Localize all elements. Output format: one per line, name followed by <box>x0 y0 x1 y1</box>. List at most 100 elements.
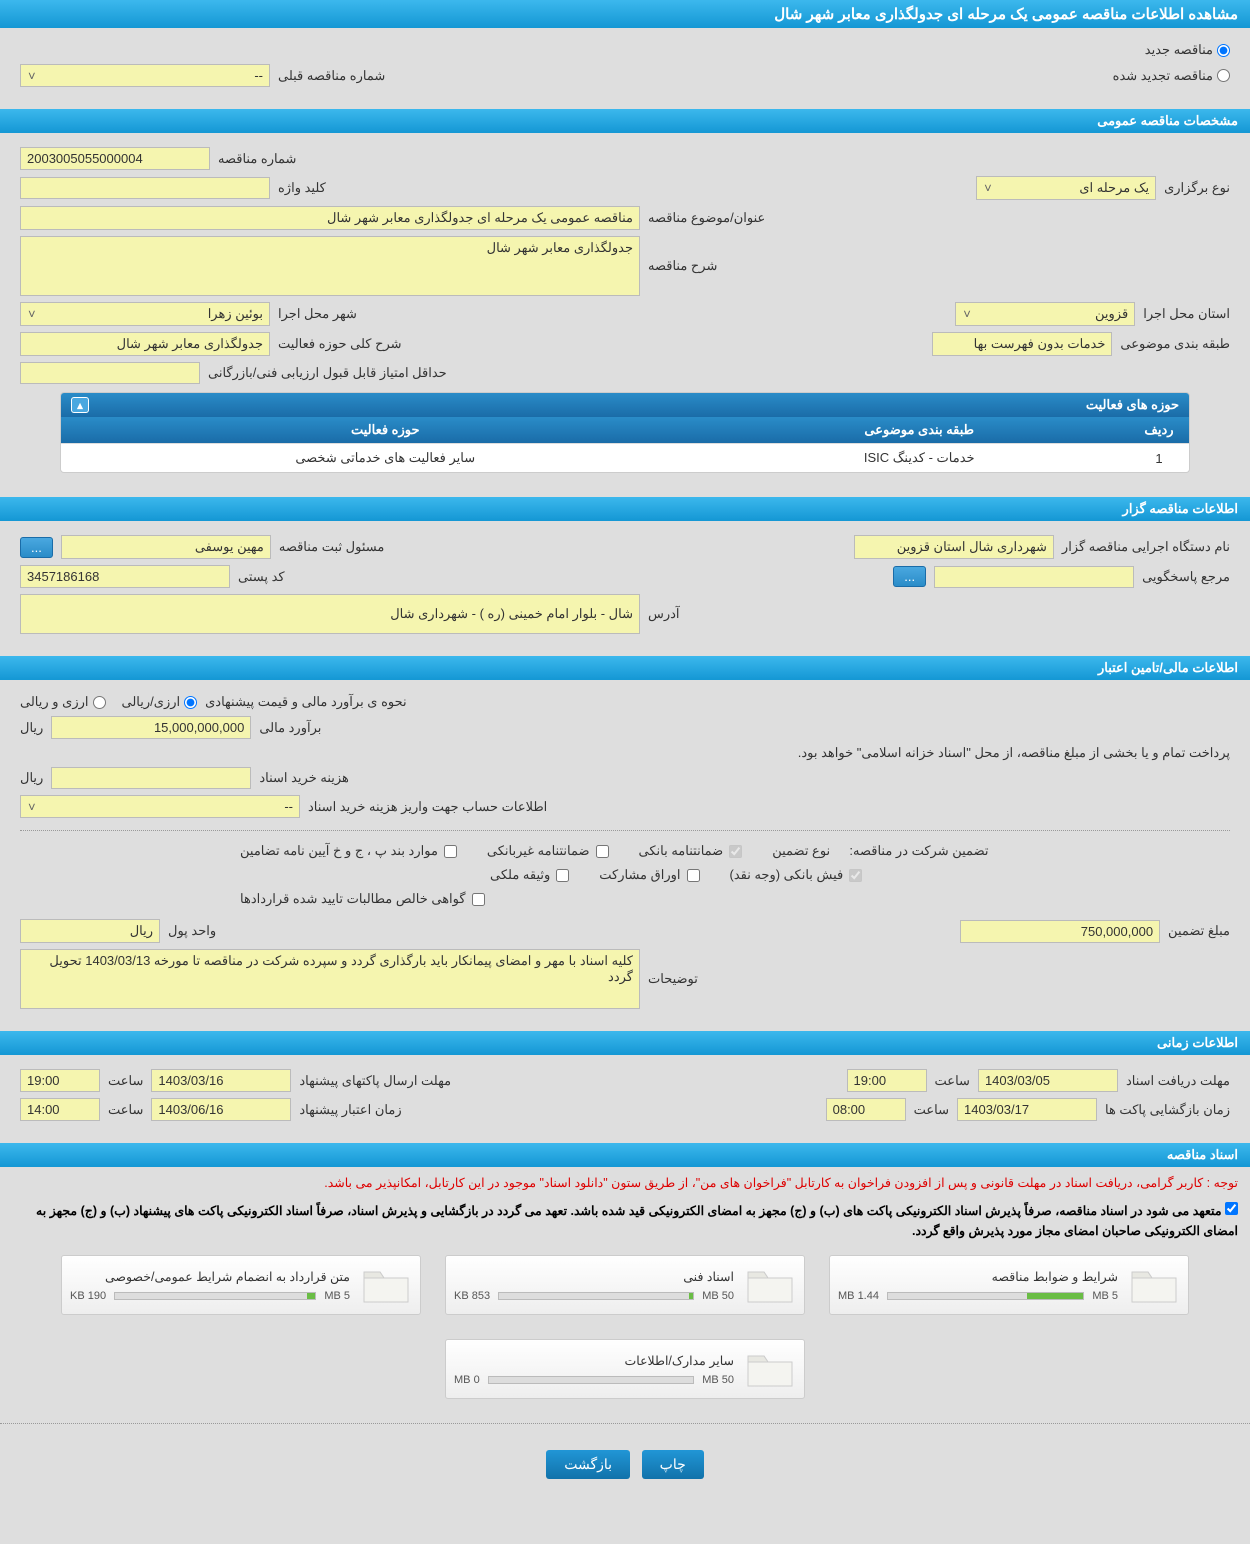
packet-deadline-label: مهلت ارسال پاکتهای پیشنهاد <box>299 1073 451 1089</box>
keyword-field[interactable] <box>20 177 270 199</box>
keyword-label: کلید واژه <box>278 180 326 196</box>
province-field[interactable]: قزوین <box>955 302 1135 326</box>
desc-label: شرح مناقصه <box>648 258 717 274</box>
table-row: 1 خدمات - کدینگ ISIC سایر فعالیت های خدم… <box>61 444 1189 473</box>
chk-nonbank-label: ضمانتنامه غیربانکی <box>487 843 590 859</box>
notes-field[interactable]: کلیه اسناد با مهر و امضای پیمانکار باید … <box>20 949 640 1009</box>
postal-label: کد پستی <box>238 569 285 585</box>
time-label-4: ساعت <box>108 1102 143 1118</box>
packet-deadline-date: 1403/03/16 <box>151 1069 291 1092</box>
folder-icon <box>360 1264 412 1306</box>
guarantee-amount-field[interactable]: 750,000,000 <box>960 920 1160 943</box>
commit-checkbox[interactable] <box>1225 1202 1238 1215</box>
doc-deadline-date: 1403/03/05 <box>978 1069 1118 1092</box>
folder-icon <box>744 1264 796 1306</box>
folder-icon <box>1128 1264 1180 1306</box>
unit-label: واحد پول <box>168 923 216 939</box>
radio-arzi-o-riali[interactable] <box>93 696 106 709</box>
doc-card[interactable]: سایر مدارک/اطلاعات50 MB0 MB <box>445 1339 805 1399</box>
packet-deadline-time: 19:00 <box>20 1069 100 1092</box>
subject-field[interactable]: مناقصه عمومی یک مرحله ای جدولگذاری معابر… <box>20 206 640 230</box>
collapse-icon[interactable]: ▴ <box>71 397 89 413</box>
type-field[interactable]: یک مرحله ای <box>976 176 1156 200</box>
tender-mode-group: مناقصه جدید <box>20 42 1230 58</box>
activity-title: حوزه های فعالیت <box>1086 397 1179 413</box>
radio-new[interactable] <box>1217 44 1230 57</box>
registrant-field: مهین یوسفی <box>61 535 271 559</box>
prev-number-field[interactable]: -- <box>20 64 270 87</box>
prev-number-label: شماره مناقصه قبلی <box>278 68 385 84</box>
doc-card[interactable]: شرایط و ضوابط مناقصه5 MB1.44 MB <box>829 1255 1189 1315</box>
page-title: مشاهده اطلاعات مناقصه عمومی یک مرحله ای … <box>0 0 1250 28</box>
activity-table-section: حوزه های فعالیت ▴ ردیف طبقه بندی موضوعی … <box>60 392 1190 473</box>
contact-action-button[interactable]: ... <box>893 566 926 587</box>
doc-title: شرایط و ضوابط مناقصه <box>838 1269 1118 1284</box>
doc-deadline-time: 19:00 <box>847 1069 927 1092</box>
account-field[interactable]: -- <box>20 795 300 818</box>
radio-arzi-riali[interactable] <box>184 696 197 709</box>
doc-deadline-label: مهلت دریافت اسناد <box>1126 1073 1230 1089</box>
org-label: نام دستگاه اجرایی مناقصه گزار <box>1062 539 1230 555</box>
chk-bonds[interactable] <box>687 869 700 882</box>
guarantee-amount-label: مبلغ تضمین <box>1168 923 1230 939</box>
postal-field: 3457186168 <box>20 565 230 588</box>
rial-label-2: ریال <box>20 770 43 786</box>
open-date: 1403/03/17 <box>957 1098 1097 1121</box>
progress-bar <box>887 1292 1084 1300</box>
doc-title: متن قرارداد به انضمام شرایط عمومی/خصوصی <box>70 1269 350 1284</box>
estimate-field[interactable]: 15,000,000,000 <box>51 716 251 739</box>
category-label: طبقه بندی موضوعی <box>1120 336 1230 352</box>
section-holder: اطلاعات مناقصه گزار <box>0 497 1250 521</box>
contact-field[interactable] <box>934 566 1134 588</box>
print-button[interactable]: چاپ <box>642 1450 704 1479</box>
opt-arzi-o-riali: ارزی و ریالی <box>20 694 89 710</box>
back-button[interactable]: بازگشت <box>546 1450 630 1479</box>
doc-card[interactable]: اسناد فنی50 MB853 KB <box>445 1255 805 1315</box>
address-field[interactable]: شال - بلوار امام خمینی (ره ) - شهرداری ش… <box>20 594 640 634</box>
doc-card[interactable]: متن قرارداد به انضمام شرایط عمومی/خصوصی 5… <box>61 1255 421 1315</box>
estimate-label: برآورد مالی <box>259 720 321 736</box>
open-label: زمان بازگشایی پاکت ها <box>1105 1102 1230 1118</box>
doc-title: اسناد فنی <box>454 1269 734 1284</box>
org-field: شهرداری شال استان قزوین <box>854 535 1054 559</box>
doc-cost-label: هزینه خرید اسناد <box>259 770 349 786</box>
progress-bar <box>498 1292 694 1300</box>
section-time: اطلاعات زمانی <box>0 1031 1250 1055</box>
col-category: طبقه بندی موضوعی <box>709 417 1129 444</box>
desc-field[interactable]: جدولگذاری معابر شهر شال <box>20 236 640 296</box>
doc-total: 5 MB <box>324 1290 350 1302</box>
progress-bar <box>114 1292 316 1300</box>
divider <box>20 830 1230 831</box>
min-score-field[interactable] <box>20 362 200 384</box>
scope-desc-field: جدولگذاری معابر شهر شال <box>20 332 270 356</box>
chk-bonds-label: اوراق مشارکت <box>599 867 680 883</box>
doc-total: 50 MB <box>702 1290 734 1302</box>
chk-clause-label: موارد بند پ ، ج و خ آیین نامه تضامین <box>240 843 438 859</box>
registrant-action-button[interactable]: ... <box>20 537 53 558</box>
activity-table: ردیف طبقه بندی موضوعی حوزه فعالیت 1 خدما… <box>61 417 1189 472</box>
chk-fish[interactable] <box>849 869 862 882</box>
category-field: خدمات بدون فهرست بها <box>932 332 1112 356</box>
open-time: 08:00 <box>826 1098 906 1121</box>
radio-renew[interactable] <box>1217 69 1230 82</box>
cell: خدمات - کدینگ ISIC <box>709 444 1129 473</box>
type-label: نوع برگزاری <box>1164 180 1230 196</box>
guarantee-label: تضمین شرکت در مناقصه: <box>849 843 988 859</box>
col-scope: حوزه فعالیت <box>61 417 709 444</box>
cell: سایر فعالیت های خدماتی شخصی <box>61 444 709 473</box>
chk-property[interactable] <box>556 869 569 882</box>
unit-field: ریال <box>20 919 160 943</box>
chk-nonbank[interactable] <box>596 845 609 858</box>
doc-total: 50 MB <box>702 1374 734 1386</box>
doc-cost-field[interactable] <box>51 767 251 789</box>
city-field[interactable]: بوئین زهرا <box>20 302 270 326</box>
chk-fish-label: فیش بانکی (وجه نقد) <box>730 867 844 883</box>
chk-receivables[interactable] <box>472 893 485 906</box>
chk-clause[interactable] <box>444 845 457 858</box>
contact-label: مرجع پاسخگویی <box>1142 569 1230 585</box>
cell: 1 <box>1129 444 1189 473</box>
province-label: استان محل اجرا <box>1143 306 1230 322</box>
chk-bank-label: ضمانتنامه بانکی <box>639 843 724 859</box>
chk-bank[interactable] <box>729 845 742 858</box>
validity-date: 1403/06/16 <box>151 1098 291 1121</box>
